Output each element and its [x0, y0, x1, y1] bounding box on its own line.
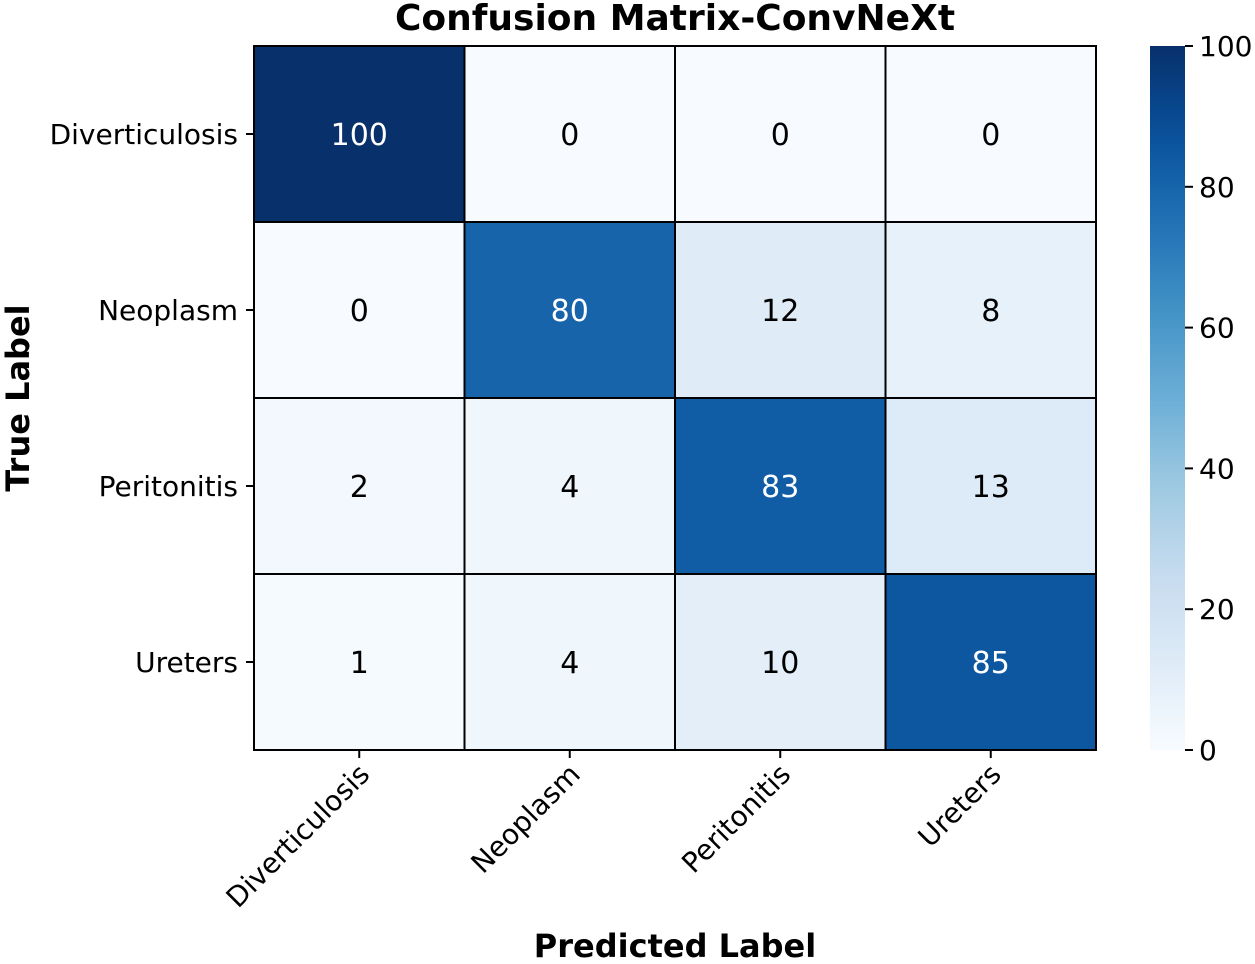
colorbar-gradient-bar: [1150, 46, 1185, 750]
cell-value-label: 0: [771, 118, 790, 153]
colorbar: 0 20 40 60 80 100: [1150, 30, 1252, 767]
colorbar-tick-label: 0: [1199, 734, 1217, 767]
x-axis-ticks: Diverticulosis Neoplasm Peritonitis Ureters: [220, 750, 1008, 914]
y-tick-label: Neoplasm: [98, 294, 238, 327]
cell-value-label: 13: [972, 470, 1010, 505]
x-axis-label: Predicted Label: [534, 927, 816, 960]
cell-value-label: 100: [331, 118, 388, 153]
y-axis-label: True Label: [0, 304, 37, 491]
y-tick-label: Diverticulosis: [50, 118, 238, 151]
chart-title: Confusion Matrix-ConvNeXt: [395, 0, 955, 39]
cell-value-label: 0: [981, 118, 1000, 153]
x-tick-label: Neoplasm: [464, 758, 586, 880]
cell-value-label: 2: [350, 470, 369, 505]
heatmap-cell: [253, 45, 466, 223]
cell-value-label: 4: [560, 470, 579, 505]
x-tick-label: Diverticulosis: [220, 758, 377, 915]
cell-value-label: 12: [761, 294, 799, 329]
y-tick-label: Peritonitis: [99, 470, 238, 503]
heatmap-cell: [253, 573, 466, 751]
heatmap-cell: [884, 45, 1097, 223]
colorbar-tick-label: 20: [1199, 593, 1235, 626]
cell-value-label: 83: [761, 470, 799, 505]
cell-value-label: 1: [350, 646, 369, 681]
heatmap-cell: [463, 573, 676, 751]
heatmap-cell: [463, 397, 676, 575]
heatmap-cell: [463, 221, 676, 399]
heatmap-cell: [884, 397, 1097, 575]
heatmap-cell: [674, 573, 887, 751]
colorbar-tick-label: 40: [1199, 452, 1235, 485]
cell-value-label: 8: [981, 294, 1000, 329]
cell-value-label: 0: [350, 294, 369, 329]
y-tick-label: Ureters: [135, 646, 238, 679]
cell-value-label: 0: [560, 118, 579, 153]
heatmap-border: [253, 45, 1097, 751]
heatmap-cell: [253, 221, 466, 399]
heatmap-cells: 100 0 0 0 0 80 12 8 2 4 83 13 1 4 10 85: [253, 45, 1097, 751]
colorbar-tick-label: 60: [1199, 312, 1235, 345]
y-axis-ticks: Diverticulosis Neoplasm Peritonitis Ureters: [50, 118, 254, 679]
cell-value-label: 80: [551, 294, 589, 329]
x-tick-label: Peritonitis: [675, 758, 797, 880]
cell-value-label: 4: [560, 646, 579, 681]
cell-value-label: 85: [972, 646, 1010, 681]
heatmap-cell: [884, 573, 1097, 751]
cell-value-label: 10: [761, 646, 799, 681]
colorbar-tick-label: 100: [1199, 30, 1252, 63]
x-tick-label: Ureters: [912, 758, 1008, 854]
heatmap-cell: [884, 221, 1097, 399]
heatmap-cell: [463, 45, 676, 223]
colorbar-tick-label: 80: [1199, 171, 1235, 204]
